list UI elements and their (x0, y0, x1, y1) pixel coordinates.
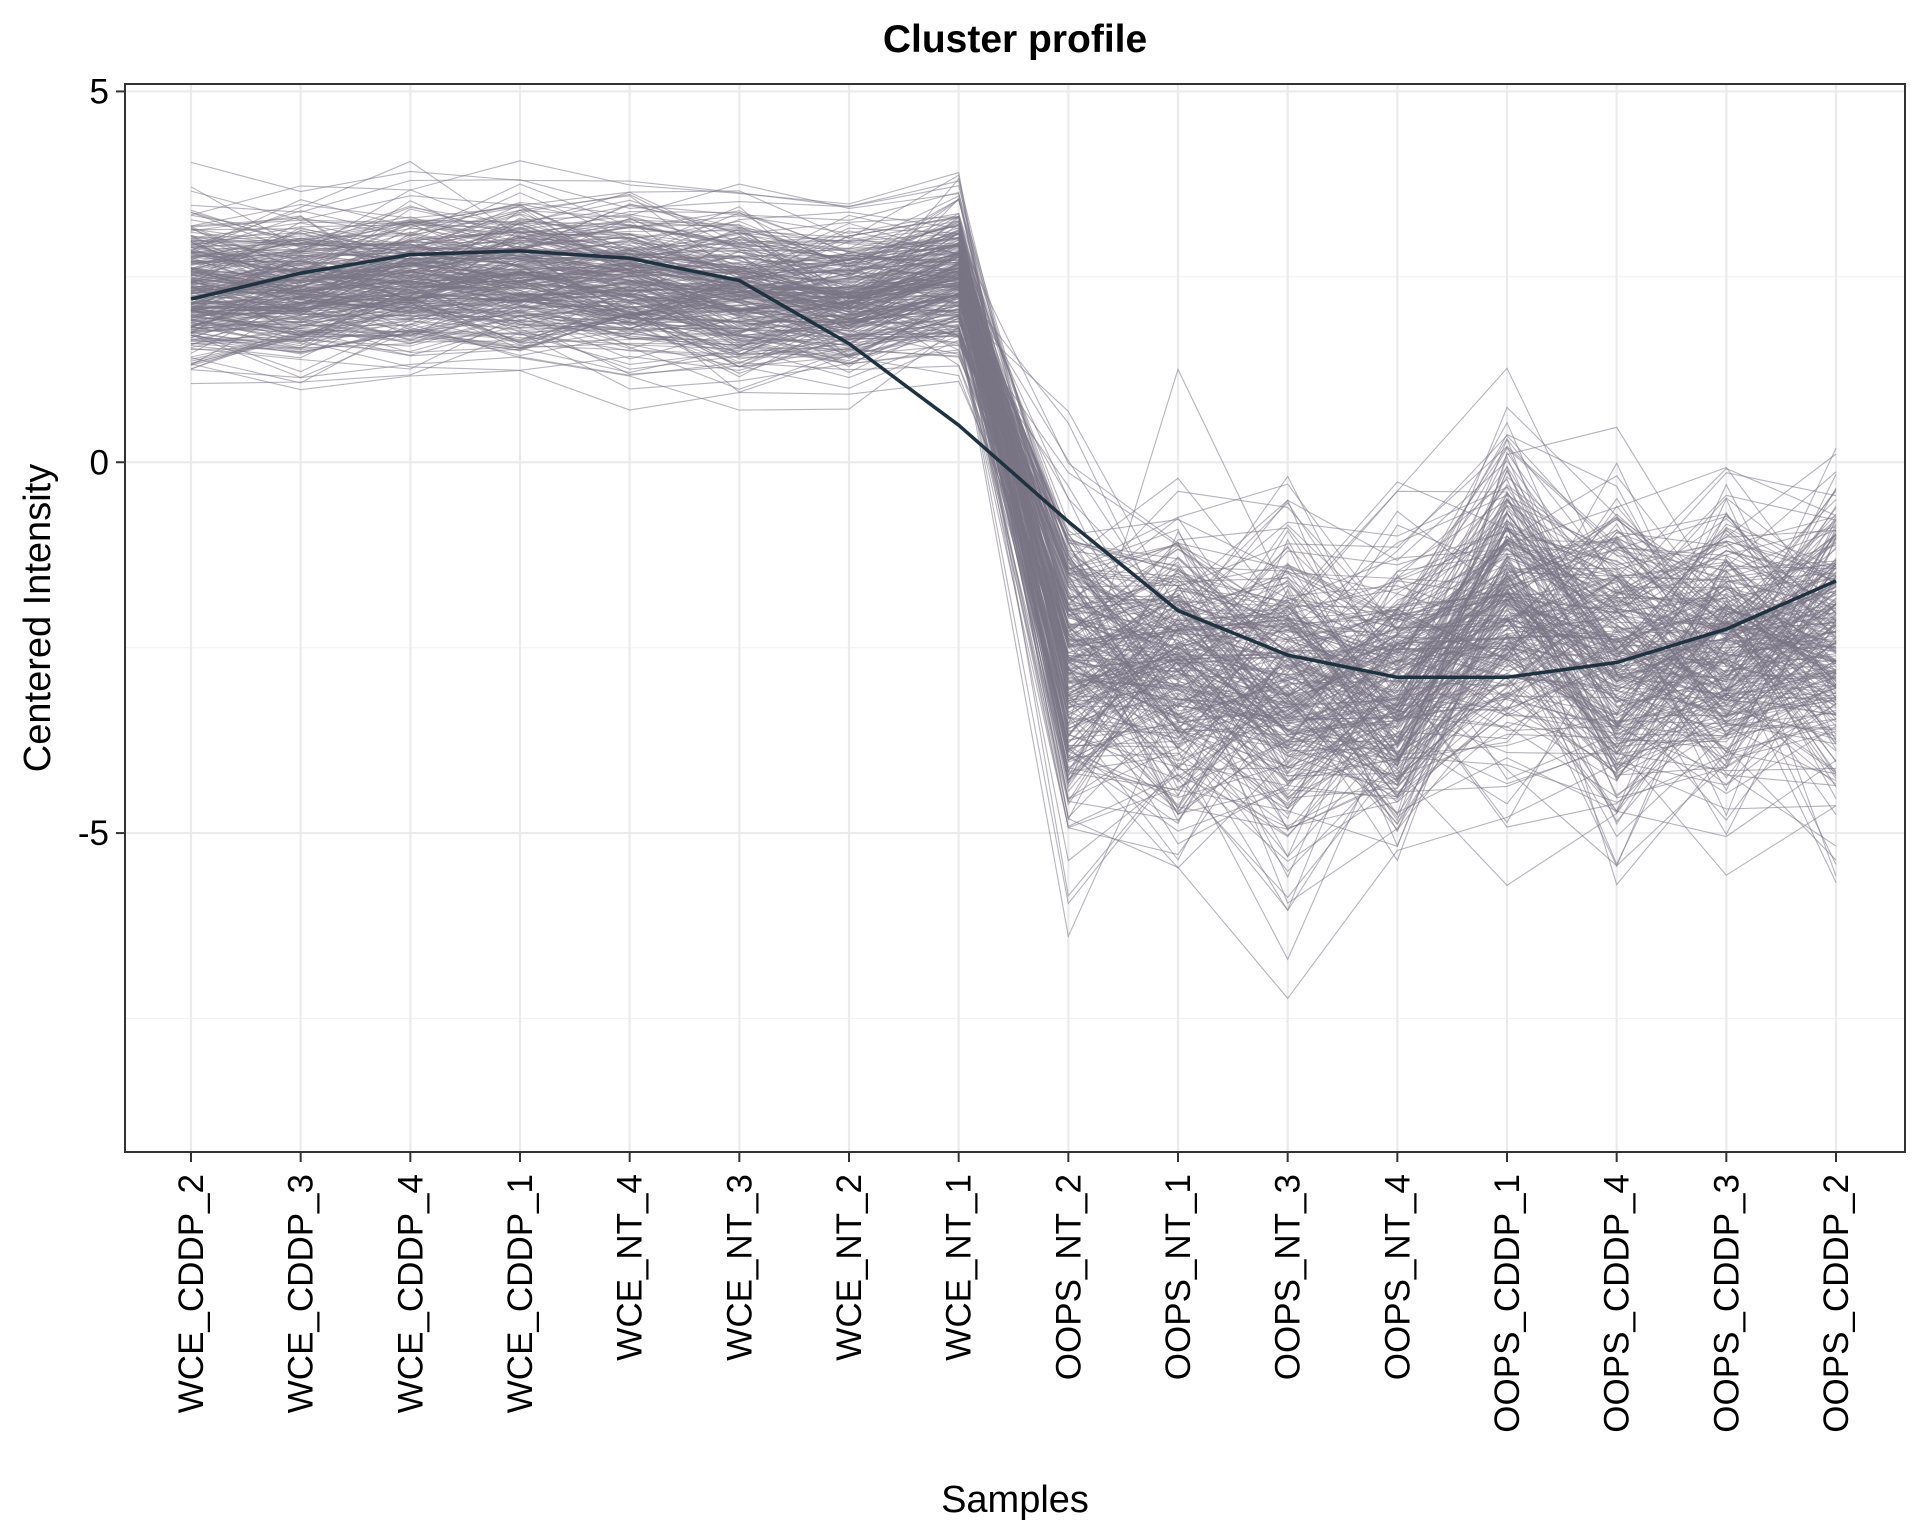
x-tick-label: OOPS_CDDP_3 (1707, 1174, 1746, 1433)
x-tick-label: WCE_CDDP_1 (501, 1174, 540, 1413)
x-tick-label: OOPS_NT_1 (1159, 1174, 1198, 1380)
x-tick-label: WCE_NT_1 (940, 1174, 979, 1361)
member-line (190, 253, 1837, 759)
member-line (190, 293, 1837, 745)
plot-border (124, 83, 1906, 1153)
x-tick-label: WCE_CDDP_2 (172, 1174, 211, 1413)
member-line (190, 297, 1837, 828)
x-tick-label: OOPS_NT_2 (1049, 1174, 1088, 1380)
y-tick-label: -5 (78, 814, 109, 853)
member-lines (190, 160, 1837, 1000)
member-line (190, 269, 1837, 856)
x-tick-label: OOPS_NT_3 (1269, 1174, 1308, 1380)
member-line (190, 295, 1837, 675)
member-line (190, 320, 1837, 939)
member-line (190, 261, 1837, 774)
member-line (190, 160, 1837, 683)
member-line (190, 238, 1837, 738)
member-line (190, 282, 1837, 690)
member-line (190, 256, 1837, 770)
summary-line (190, 249, 1837, 680)
y-axis: 5 0 -5 (78, 72, 125, 853)
x-tick-label: WCE_CDDP_4 (391, 1174, 430, 1413)
chart-title: Cluster profile (883, 18, 1147, 61)
x-tick-label: OOPS_CDDP_4 (1598, 1174, 1637, 1433)
y-axis-title: Centered Intensity (17, 464, 59, 772)
x-axis-title: Samples (941, 1479, 1089, 1521)
x-tick-label: WCE_NT_3 (720, 1174, 759, 1361)
member-line (190, 252, 1837, 739)
member-line (190, 257, 1837, 706)
summary-line-layer (190, 249, 1837, 680)
member-line (190, 193, 1837, 814)
x-tick-label: WCE_NT_4 (611, 1174, 650, 1361)
x-tick-label: OOPS_CDDP_2 (1817, 1174, 1856, 1433)
y-tick-label: 0 (90, 443, 109, 482)
member-line (190, 183, 1837, 691)
member-line (190, 258, 1837, 753)
y-tick-label: 5 (90, 72, 109, 111)
x-axis: WCE_CDDP_2 WCE_CDDP_3 WCE_CDDP_4 WCE_CDDP_1… (172, 1152, 1856, 1433)
x-tick-label: OOPS_NT_4 (1378, 1174, 1417, 1380)
x-tick-label: WCE_NT_2 (830, 1174, 869, 1361)
member-line (190, 195, 1837, 796)
member-line (190, 246, 1837, 763)
member-line (190, 277, 1837, 736)
member-line (190, 356, 1837, 725)
member-line (190, 240, 1837, 719)
x-tick-label: OOPS_CDDP_1 (1488, 1174, 1527, 1433)
x-tick-label: WCE_CDDP_3 (282, 1174, 321, 1413)
member-line (190, 270, 1837, 610)
member-line (190, 271, 1837, 883)
member-line (190, 177, 1837, 798)
